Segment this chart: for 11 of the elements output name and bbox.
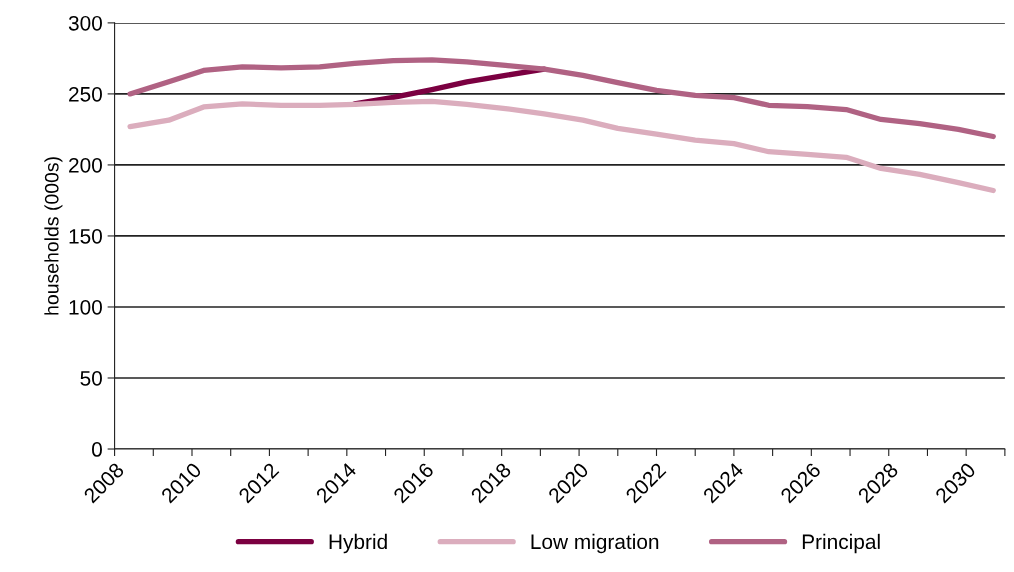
y-tick-label: 50 (80, 371, 102, 386)
y-tick-label: 200 (69, 157, 102, 173)
y-axis-title: households (000s) (44, 157, 63, 315)
legend-label: Low migration (531, 533, 659, 554)
y-tick-label: 150 (69, 228, 102, 244)
y-tick-label: 100 (69, 299, 102, 315)
legend-label: Principal (802, 533, 880, 554)
legend-label: Hybrid (329, 533, 387, 554)
y-tick-label: 300 (68, 15, 102, 31)
y-tick-label: 250 (69, 86, 102, 102)
y-tick-label: 0 (92, 442, 102, 457)
